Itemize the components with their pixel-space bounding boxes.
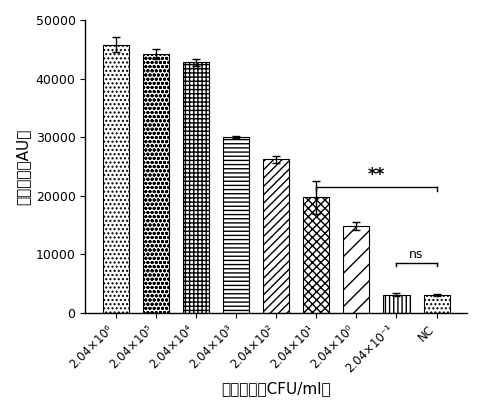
X-axis label: 菌液浓度（CFU/ml）: 菌液浓度（CFU/ml） — [221, 381, 331, 396]
Y-axis label: 荧光强度（AU）: 荧光强度（AU） — [15, 128, 30, 205]
Bar — [424, 295, 450, 313]
Bar — [263, 159, 289, 313]
Text: ns: ns — [409, 247, 424, 261]
Bar — [303, 197, 329, 313]
Bar — [223, 137, 249, 313]
Bar — [103, 44, 129, 313]
Text: **: ** — [368, 166, 385, 185]
Bar — [183, 62, 209, 313]
Bar — [143, 54, 169, 313]
Bar — [384, 295, 410, 313]
Bar — [343, 226, 369, 313]
